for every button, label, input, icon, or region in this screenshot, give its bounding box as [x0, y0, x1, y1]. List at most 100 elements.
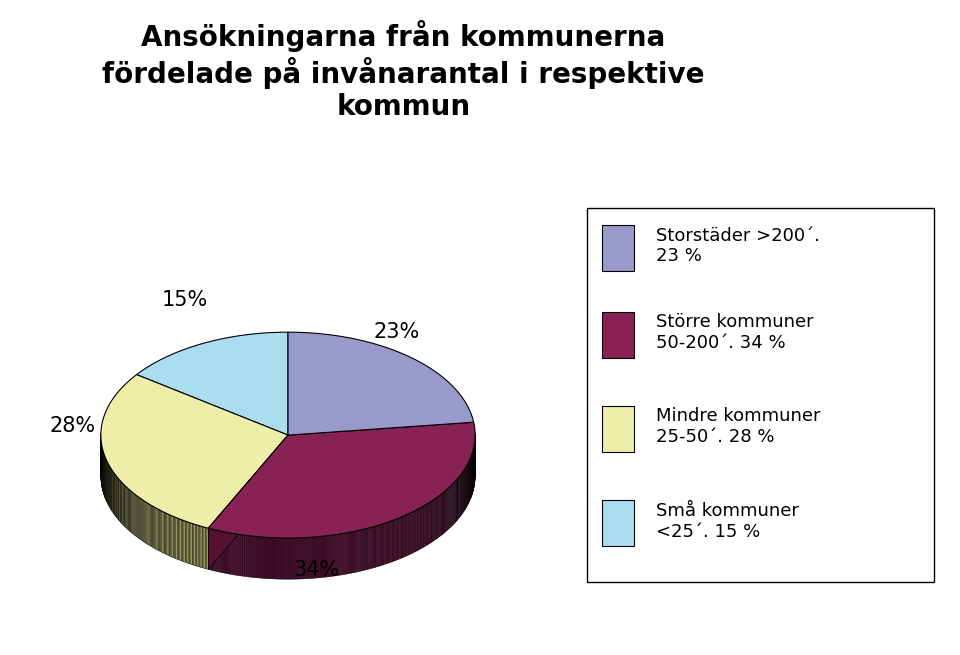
Polygon shape [180, 519, 181, 561]
Polygon shape [181, 519, 182, 561]
Polygon shape [230, 533, 232, 574]
Polygon shape [304, 538, 306, 579]
Polygon shape [296, 538, 299, 579]
Polygon shape [288, 332, 473, 435]
Polygon shape [164, 512, 165, 554]
Polygon shape [225, 532, 227, 574]
Polygon shape [434, 499, 435, 541]
Polygon shape [147, 502, 148, 544]
Polygon shape [320, 536, 322, 578]
Polygon shape [446, 489, 447, 531]
Polygon shape [188, 522, 189, 564]
Polygon shape [165, 513, 167, 555]
Polygon shape [294, 538, 296, 579]
Polygon shape [276, 538, 278, 579]
Polygon shape [351, 532, 353, 573]
Polygon shape [160, 510, 161, 552]
Polygon shape [198, 525, 200, 567]
Polygon shape [220, 531, 221, 572]
Text: Små kommuner
<25´. 15 %: Små kommuner <25´. 15 % [657, 502, 799, 540]
Polygon shape [208, 422, 475, 538]
Polygon shape [177, 518, 179, 560]
Polygon shape [251, 536, 252, 577]
Polygon shape [216, 530, 218, 572]
Polygon shape [419, 508, 420, 550]
Polygon shape [424, 505, 425, 547]
Polygon shape [223, 532, 225, 573]
Polygon shape [344, 533, 346, 574]
Polygon shape [204, 527, 205, 569]
Polygon shape [290, 538, 292, 579]
Polygon shape [318, 536, 320, 578]
Polygon shape [340, 534, 342, 575]
Polygon shape [359, 530, 360, 572]
Polygon shape [258, 536, 260, 578]
Text: Större kommuner
50-200´. 34 %: Större kommuner 50-200´. 34 % [657, 313, 814, 352]
Polygon shape [101, 375, 288, 528]
Polygon shape [398, 517, 400, 559]
Polygon shape [135, 495, 136, 536]
Polygon shape [292, 538, 294, 579]
Polygon shape [155, 508, 156, 549]
Polygon shape [136, 332, 288, 435]
Polygon shape [185, 521, 186, 563]
Polygon shape [411, 512, 413, 553]
Polygon shape [280, 538, 282, 579]
Polygon shape [440, 495, 441, 536]
Polygon shape [288, 538, 290, 579]
Polygon shape [167, 514, 168, 555]
Polygon shape [386, 523, 387, 564]
Polygon shape [189, 523, 191, 564]
Polygon shape [201, 526, 203, 568]
Polygon shape [332, 535, 334, 576]
Text: 34%: 34% [293, 560, 339, 580]
Polygon shape [348, 533, 349, 574]
Polygon shape [262, 537, 264, 578]
Polygon shape [163, 512, 164, 553]
FancyBboxPatch shape [602, 500, 635, 546]
Polygon shape [173, 516, 175, 558]
Polygon shape [416, 510, 418, 552]
Polygon shape [274, 538, 276, 579]
Polygon shape [423, 506, 424, 548]
Polygon shape [408, 514, 410, 555]
Polygon shape [316, 536, 318, 578]
Polygon shape [205, 527, 206, 569]
Polygon shape [210, 529, 212, 571]
Polygon shape [438, 496, 439, 538]
Polygon shape [362, 529, 364, 571]
Polygon shape [431, 500, 432, 542]
Polygon shape [353, 531, 355, 573]
Polygon shape [176, 517, 177, 559]
Polygon shape [451, 484, 452, 527]
Polygon shape [242, 535, 244, 576]
Polygon shape [413, 511, 415, 553]
Polygon shape [389, 521, 391, 563]
Polygon shape [420, 507, 421, 549]
Polygon shape [184, 521, 185, 562]
Polygon shape [418, 509, 419, 551]
Polygon shape [349, 532, 351, 574]
Polygon shape [375, 526, 376, 567]
Polygon shape [444, 491, 445, 533]
Polygon shape [240, 534, 242, 576]
Polygon shape [393, 520, 394, 562]
Polygon shape [206, 528, 208, 569]
Polygon shape [208, 435, 288, 569]
Polygon shape [161, 511, 163, 553]
Polygon shape [391, 521, 393, 563]
Polygon shape [364, 529, 366, 571]
Polygon shape [194, 524, 195, 566]
Polygon shape [415, 510, 416, 552]
Polygon shape [299, 538, 300, 579]
Polygon shape [191, 523, 192, 565]
Polygon shape [246, 535, 249, 577]
Polygon shape [328, 535, 330, 577]
Polygon shape [146, 502, 147, 544]
Polygon shape [138, 497, 139, 539]
Polygon shape [254, 536, 256, 578]
Polygon shape [153, 506, 154, 548]
Polygon shape [140, 498, 141, 540]
Polygon shape [368, 528, 370, 569]
Polygon shape [278, 538, 280, 579]
